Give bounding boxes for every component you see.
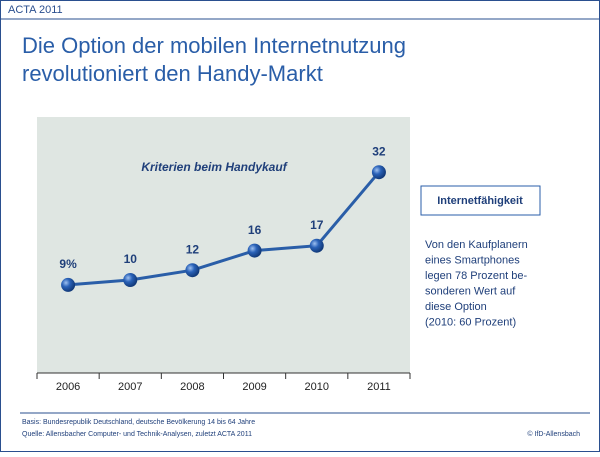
x-tick-label: 2010 — [305, 381, 329, 393]
note-line: eines Smartphones — [425, 254, 520, 266]
data-point — [371, 165, 386, 180]
x-tick-label: 2011 — [367, 381, 391, 393]
x-tick-label: 2008 — [180, 381, 204, 393]
x-tick-label: 2009 — [242, 381, 266, 393]
title-line: revolutioniert den Handy-Markt — [22, 61, 323, 86]
chart-title: Kriterien beim Handykauf — [141, 160, 287, 174]
note-line: sonderen Wert auf — [425, 285, 516, 297]
legend-box — [420, 185, 541, 216]
data-point — [247, 243, 262, 258]
x-tick-label: 2006 — [56, 381, 80, 393]
data-point — [61, 277, 76, 292]
data-point — [309, 238, 324, 253]
note-line: (2010: 60 Prozent) — [425, 316, 516, 328]
data-label: 12 — [186, 242, 200, 256]
data-label: 10 — [124, 252, 138, 266]
footer-copyright: © IfD-Allensbach — [527, 430, 580, 438]
footer-basis: Basis: Bundesrepublik Deutschland, deuts… — [22, 419, 255, 426]
note-line: Von den Kaufplanern — [425, 239, 528, 251]
data-point — [123, 273, 138, 287]
data-label: 9% — [59, 257, 77, 271]
data-label: 17 — [310, 218, 324, 232]
legend-label: Internetfähigkeit — [437, 195, 523, 207]
note: Von den Kaufplanern eines Smartphones lege… — [425, 239, 528, 329]
data-label: 16 — [248, 223, 262, 237]
plot-area — [37, 117, 410, 373]
footer-source: Quelle: Allensbacher Computer- und Techn… — [22, 431, 252, 438]
data-label: 32 — [372, 144, 386, 158]
header: ACTA 2011 — [8, 4, 63, 16]
data-point — [185, 263, 200, 278]
series-line — [67, 171, 381, 287]
title-line: Die Option der mobilen Internetnutzung — [22, 33, 406, 58]
x-tick-label: 2007 — [118, 381, 142, 393]
note-line: diese Option — [425, 301, 487, 313]
note-line: legen 78 Prozent be- — [425, 270, 527, 282]
